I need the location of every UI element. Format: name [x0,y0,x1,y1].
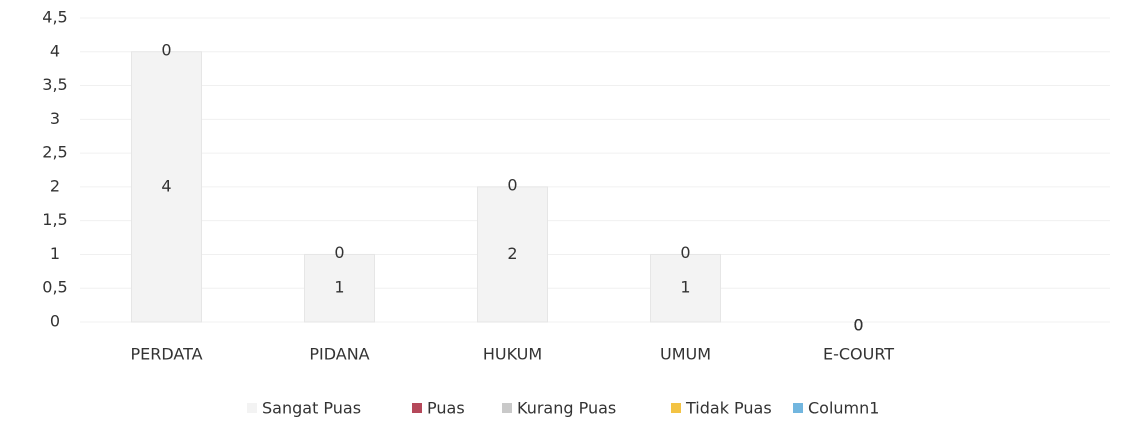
x-tick-label: UMUM [660,345,711,364]
y-tick-label: 1 [50,244,60,263]
data-label: 1 [680,278,690,297]
y-tick-label: 3,5 [42,75,67,94]
legend-label: Tidak Puas [685,399,772,418]
data-label: 0 [853,316,863,335]
data-label: 1 [334,278,344,297]
legend-label: Sangat Puas [262,399,361,418]
data-label: 0 [507,175,517,194]
legend-swatch [671,403,681,413]
bar-segment [304,253,375,323]
legend-label: Puas [427,399,465,418]
data-label: 0 [334,243,344,262]
y-tick-label: 4,5 [42,8,67,27]
bar-segment [131,51,202,323]
x-tick-label: PIDANA [309,345,369,364]
y-tick-label: 1,5 [42,210,67,229]
y-tick-label: 3 [50,109,60,128]
legend-swatch [247,403,257,413]
x-tick-label: PERDATA [130,345,202,364]
bar-segment [650,253,721,323]
y-tick-label: 2,5 [42,143,67,162]
legend-label: Column1 [808,399,879,418]
y-tick-label: 4 [50,41,60,60]
x-tick-label: HUKUM [483,345,542,364]
legend-label: Kurang Puas [517,399,616,418]
data-label: 4 [161,176,171,195]
data-label: 0 [680,243,690,262]
y-tick-label: 0,5 [42,278,67,297]
y-tick-label: 2 [50,176,60,195]
data-label: 0 [161,40,171,59]
legend-swatch [793,403,803,413]
legend-swatch [502,403,512,413]
legend-swatch [412,403,422,413]
x-tick-label: E-COURT [823,345,894,364]
y-tick-label: 0 [50,312,60,331]
data-label: 0 [853,316,863,335]
data-label: 2 [507,244,517,263]
bar-segment [477,186,548,323]
